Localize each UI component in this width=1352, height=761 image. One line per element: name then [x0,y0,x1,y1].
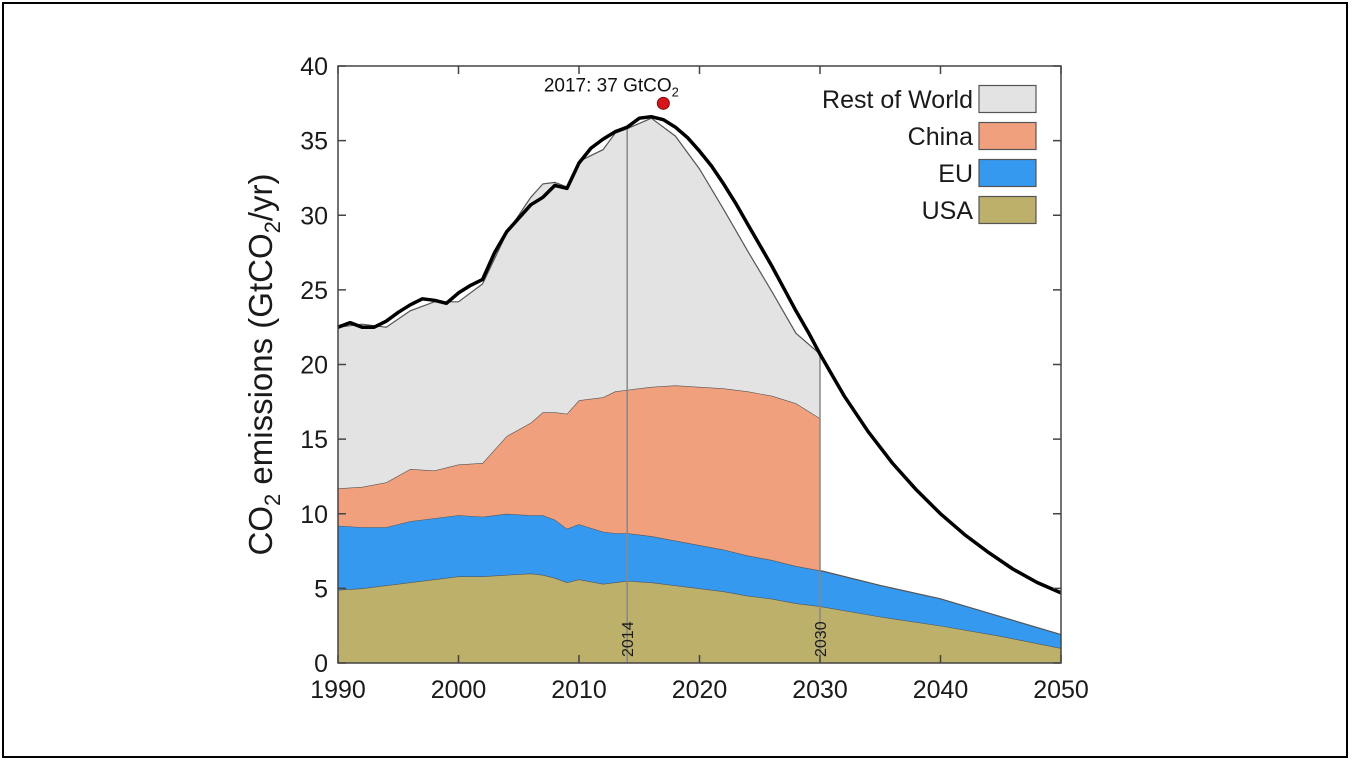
legend-swatch-rest-of-world [978,84,1037,114]
area-china [338,385,820,571]
y-axis-title: CO2 emissions (GtCO2/yr) [242,173,285,555]
marker-label-2030: 2030 [813,621,830,657]
x-tick-label-2000: 2000 [431,676,487,704]
area-eu [338,513,1061,649]
marker-label-2014: 2014 [620,621,637,657]
legend-swatch-china [978,121,1037,151]
x-tick-label-2040: 2040 [913,676,969,704]
y-axis-title-part: 2 [260,494,285,506]
x-tick-label-2010: 2010 [551,676,607,704]
legend-label-rest-of-world: Rest of World [822,86,973,114]
x-tick-label-2050: 2050 [1033,676,1089,704]
legend-label-usa: USA [922,197,974,225]
x-tick-label-2020: 2020 [672,676,728,704]
y-tick-label-25: 25 [300,277,328,305]
area-usa [338,573,1061,663]
y-axis-title-part: CO [242,506,279,556]
x-tick-label-2030: 2030 [792,676,848,704]
area-rest-of-world [338,118,820,489]
legend-label-eu: EU [938,160,973,188]
y-tick-label-5: 5 [314,575,328,603]
y-tick-label-20: 20 [300,352,328,380]
y-tick-label-0: 0 [314,650,328,678]
legend: Rest of World China EU USA [822,84,1037,225]
total-emissions-line [337,114,1062,595]
peak-point [656,96,670,110]
y-axis-title-part: 2 [260,221,285,233]
y-axis-title-part: /yr) [242,173,279,221]
legend-label-china: China [908,123,973,151]
plot-area: 2014 2030 [337,96,1062,663]
peak-annotation-label: 2017: 37 GtCO2 [544,75,679,99]
emissions-chart: 2014 2030 0 5 10 15 20 25 30 35 40 1990 2000 2010 202… [242,53,1089,704]
legend-swatch-usa [978,195,1037,225]
legend-swatch-eu [978,158,1037,188]
x-tick-label-1990: 1990 [310,676,366,704]
y-axis-title-part: emissions (GtCO [242,233,279,493]
axes: 0 5 10 15 20 25 30 35 40 1990 2000 2010 2020 2030 2040… [300,53,1089,704]
peak-annotation-subscript: 2 [672,84,679,99]
y-tick-label-15: 15 [300,426,328,454]
y-tick-label-10: 10 [300,501,328,529]
y-tick-label-30: 30 [300,202,328,230]
y-tick-label-35: 35 [300,128,328,156]
y-tick-label-40: 40 [300,53,328,81]
